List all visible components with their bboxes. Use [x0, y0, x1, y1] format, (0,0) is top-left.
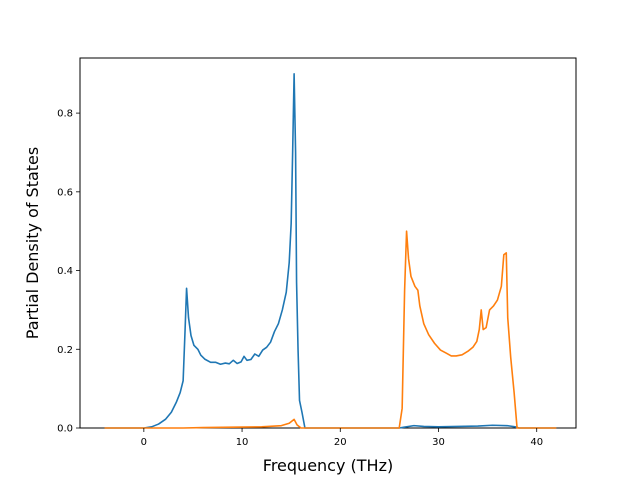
series-layer	[104, 72, 557, 429]
y-axis-ticks: 0.0 0.2 0.4 0.6 0.8	[57, 109, 80, 435]
y-tick-label: 0.2	[57, 345, 73, 356]
y-tick-label: 0.0	[57, 424, 73, 435]
x-tick-label: 40	[530, 437, 543, 448]
series-line-1	[104, 72, 557, 429]
y-tick-label: 0.8	[57, 109, 73, 120]
x-axis-label: Frequency (THz)	[263, 456, 393, 475]
series-line-2	[104, 230, 557, 429]
x-tick-label: 0	[141, 437, 147, 448]
x-tick-label: 30	[432, 437, 445, 448]
y-axis-label: Partial Density of States	[23, 147, 42, 339]
x-axis-ticks: 0 10 20 30 40	[141, 428, 543, 448]
y-tick-label: 0.4	[57, 266, 73, 277]
axes-frame	[79, 57, 577, 429]
y-tick-label: 0.6	[57, 187, 73, 198]
x-tick-label: 10	[236, 437, 249, 448]
x-tick-label: 20	[334, 437, 347, 448]
plot-area: 0 10 20 30 40 0.0 0.2 0.4 0.6 0.8	[57, 57, 577, 448]
